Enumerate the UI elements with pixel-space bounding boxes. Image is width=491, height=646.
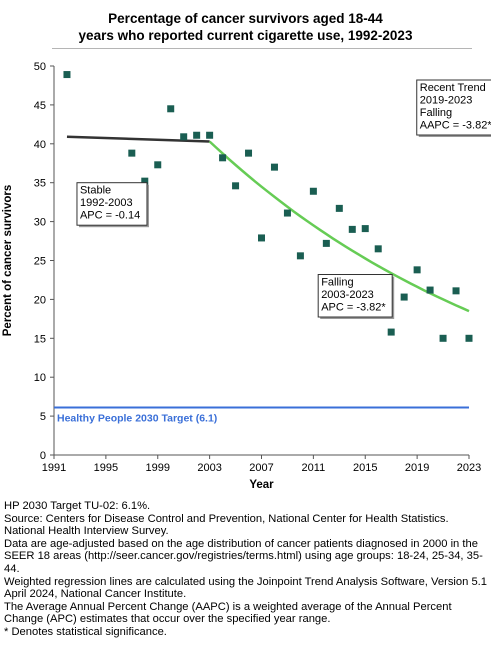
footnote-aapc: The Average Annual Percent Change (AAPC)… [4,600,452,626]
data-point [219,154,227,162]
data-point [167,105,175,113]
data-point [193,131,201,139]
annotation-falling-line: 2003-2023 [321,289,374,301]
trend-line-falling [208,140,470,313]
data-point [348,225,356,233]
data-point [322,239,330,247]
footnote-target: HP 2030 Target TU-02: 6.1%. [4,500,151,512]
data-point [283,209,291,217]
data-point [63,71,71,79]
data-point [128,149,136,157]
x-tick-label: 2011 [302,462,326,474]
data-point [296,252,304,260]
annotation-recent-trend-line: 2019-2023 [420,95,473,107]
footnote-significance: * Denotes statistical significance. [4,625,167,638]
y-tick-label: 50 [34,61,46,73]
data-point [206,131,214,139]
data-point [413,266,421,274]
x-tick-label: 2007 [249,462,273,474]
trend-line-stable [66,135,210,143]
x-tick-label: 1995 [94,462,118,474]
data-point [141,177,149,185]
data-point [452,287,460,295]
data-point [465,334,473,342]
x-tick-label: 2015 [353,462,377,474]
data-point [270,163,278,171]
x-tick-label: 1991 [42,462,66,474]
y-axis-label: Percent of cancer survivors [2,185,14,337]
target-label: Healthy People 2030 Target (6.1) [57,413,217,425]
data-point [258,234,265,242]
data-point [374,245,382,253]
y-tick-label: 40 [34,139,46,151]
x-tick-label: 2003 [197,462,221,474]
y-tick-label: 20 [34,294,46,306]
title-divider [52,48,472,49]
annotation-stable-line: 1992-2003 [80,197,133,209]
annotation-recent-trend-line: AAPC = -3.82* [420,120,491,132]
data-point [400,293,408,301]
data-point [361,225,369,233]
y-tick-label: 35 [34,178,46,190]
annotation-recent-trend-line: Falling [420,107,452,119]
chart-title: Percentage of cancer survivors aged 18-4… [0,10,491,44]
data-point [426,286,434,294]
data-point [154,161,162,169]
y-tick-label: 30 [34,217,46,229]
y-tick-label: 0 [40,450,46,462]
y-tick-label: 25 [34,256,46,268]
annotation-falling-line: Falling [321,277,353,289]
annotation-stable-line: Stable [80,185,111,197]
data-point [309,187,317,195]
y-tick-label: 45 [34,100,46,112]
x-axis-label: Year [249,479,274,491]
chart-title-line-2: years who reported current cigarette use… [78,28,413,43]
annotation-recent-trend-box [416,79,491,136]
y-tick-label: 10 [34,372,46,384]
chart-title-line-1: Percentage of cancer survivors aged 18-4… [108,11,383,26]
scatter-chart: 0 5 10 15 20 25 30 35 40 45 50 1991 1995 1999 2003 2007… [2,61,491,491]
data-point [232,182,240,190]
y-tick-label: 15 [34,333,46,345]
footnote-regression: Weighted regression lines are calculated… [4,575,487,601]
data-point [387,328,395,336]
annotation-stable-line: APC = -0.14 [80,210,140,222]
annotation-recent-trend-line: Recent Trend [420,82,486,94]
footnote-source: Source: Centers for Disease Control and … [4,512,449,538]
footnote-age-adjustment: Data are age-adjusted based on the age d… [4,537,483,575]
y-tick-label: 5 [40,411,46,423]
x-tick-label: 1999 [146,462,170,474]
data-point [180,133,188,141]
data-point [439,334,447,342]
annotation-stable-box [76,182,148,226]
annotation-falling-line: APC = -3.82* [321,302,386,314]
annotation-falling-box [317,274,393,318]
x-tick-label: 2019 [405,462,429,474]
footnotes: HP 2030 Target TU-02: 6.1%. Source: Cent… [4,500,488,639]
x-tick-label: 2023 [457,462,481,474]
data-point [335,204,343,212]
data-point [245,149,253,157]
